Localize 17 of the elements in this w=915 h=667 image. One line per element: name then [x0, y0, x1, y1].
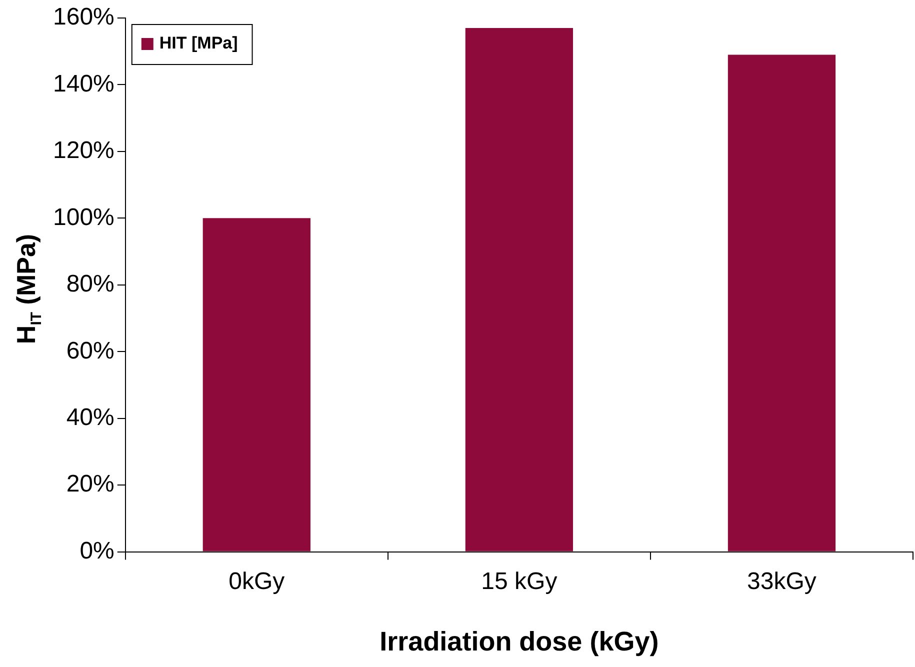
y-tick-label: 140% — [52, 70, 114, 98]
bar — [202, 218, 310, 552]
legend-label: HIT [MPa] — [159, 34, 238, 53]
bar — [465, 28, 574, 552]
x-tick-label: 33kGy — [747, 568, 816, 595]
y-tick-label: 60% — [66, 337, 114, 364]
y-tick-label: 120% — [52, 137, 114, 164]
y-tick-label: 0% — [80, 537, 114, 564]
x-axis-title: Irradiation dose (kGy) — [380, 626, 659, 656]
x-tick-label: 15 kGy — [481, 568, 558, 595]
x-tick-label: 0kGy — [228, 568, 285, 595]
y-tick-label: 80% — [66, 270, 114, 298]
y-tick-label: 40% — [66, 404, 114, 431]
bar — [728, 54, 836, 552]
y-tick-label: 100% — [52, 204, 114, 231]
y-tick-label: 160% — [52, 4, 114, 31]
y-tick-label: 20% — [66, 470, 114, 498]
